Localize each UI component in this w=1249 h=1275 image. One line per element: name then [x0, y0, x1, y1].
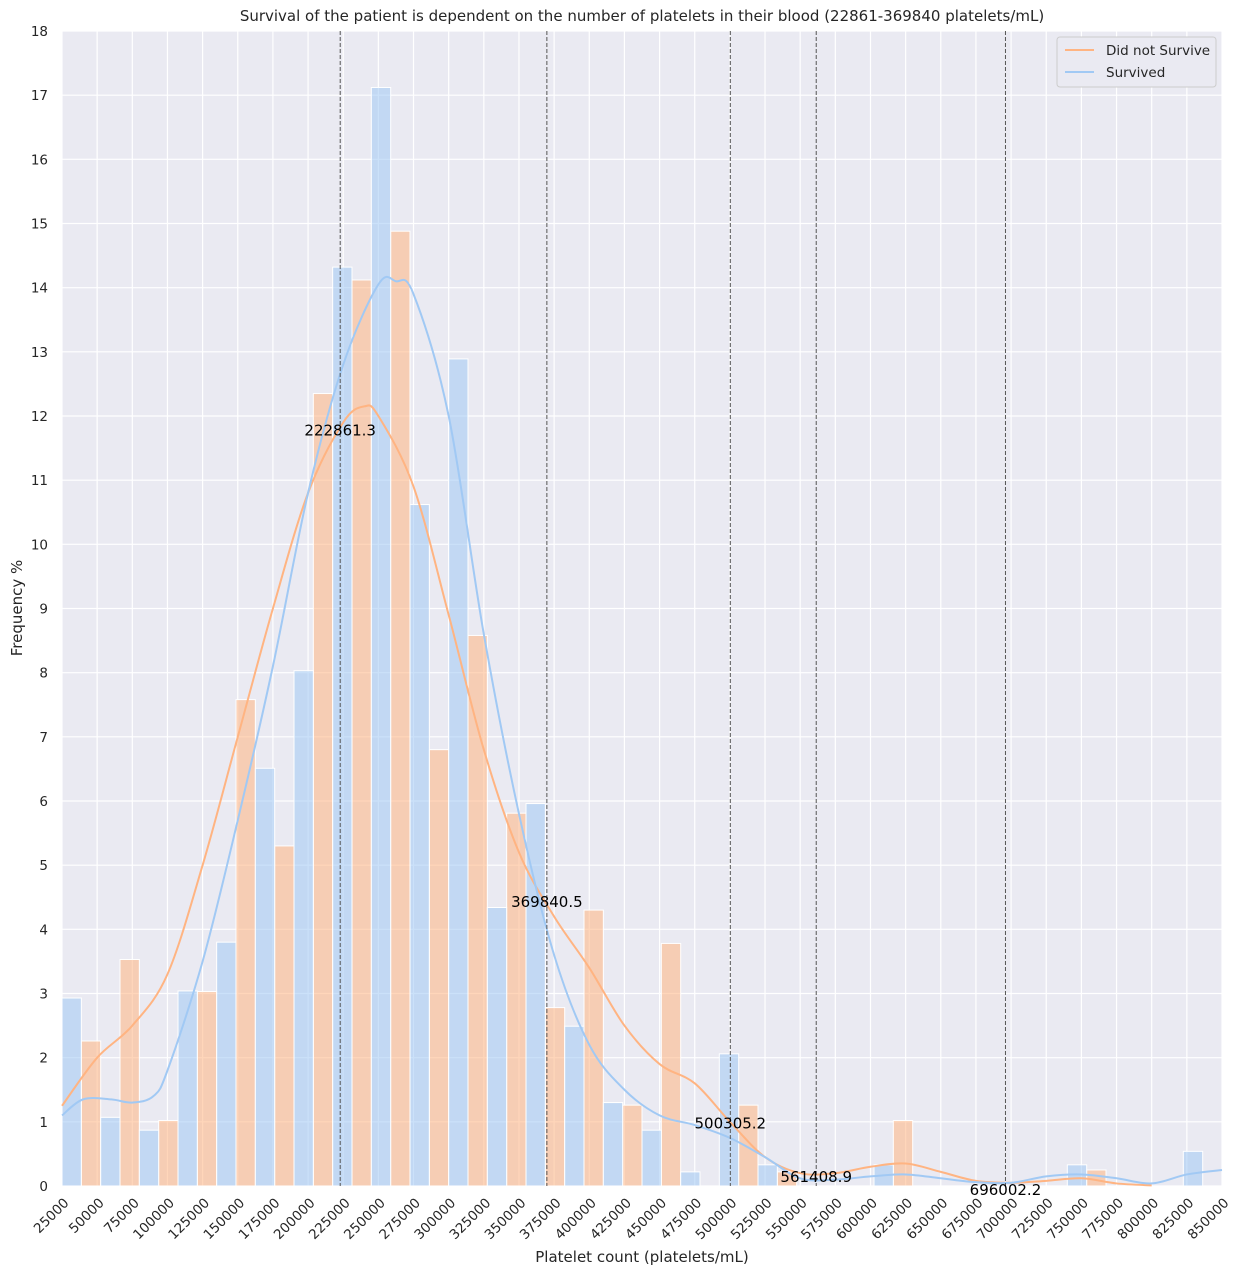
bar-did-not-survive [119, 958, 140, 1187]
bar-did-not-survive [390, 230, 411, 1187]
y-tick-label: 3 [39, 987, 48, 1003]
bar-survived [1182, 1150, 1204, 1187]
bar-did-not-survive [1086, 1169, 1107, 1187]
bar-survived [486, 907, 508, 1187]
bar-survived [409, 504, 430, 1187]
bar-did-not-survive [312, 393, 334, 1187]
bar-survived [448, 358, 469, 1187]
y-tick-label: 14 [31, 281, 48, 297]
y-tick-label: 6 [39, 794, 48, 810]
bar-did-not-survive [274, 845, 295, 1187]
chart-title: Survival of the patient is dependent on … [240, 7, 1044, 25]
y-tick-label: 11 [31, 473, 48, 489]
legend-box [1056, 36, 1217, 88]
y-tick-label: 1 [39, 1115, 48, 1131]
bar-survived [370, 86, 392, 1187]
y-tick-label: 15 [31, 217, 48, 233]
annotation-label: 222861.3 [304, 421, 376, 439]
bar-survived [100, 1116, 121, 1187]
bar-did-not-survive [158, 1120, 179, 1187]
y-tick-label: 2 [39, 1051, 48, 1067]
y-tick-label: 9 [39, 602, 48, 618]
reference-lines [339, 31, 1006, 1186]
y-tick-label: 13 [31, 345, 48, 361]
bar-survived [293, 670, 314, 1187]
bar-did-not-survive [428, 749, 450, 1187]
legend-label-did-not-survive: Did not Survive [1106, 43, 1210, 59]
y-tick-label: 7 [39, 730, 48, 746]
bar-did-not-survive [544, 1007, 566, 1187]
y-tick-label: 4 [39, 922, 48, 938]
annotation-label: 500305.2 [695, 1114, 767, 1132]
kde-line-did-not-survive [61, 404, 1152, 1187]
kde-line-survived [61, 275, 1223, 1185]
kde-curves [61, 275, 1223, 1187]
y-tick-label: 0 [39, 1179, 48, 1195]
y-tick-label: 5 [39, 858, 48, 874]
bar-survived [138, 1129, 160, 1187]
bar-survived [177, 990, 198, 1187]
bar-did-not-survive [622, 1104, 643, 1187]
y-tick-label: 12 [31, 409, 48, 425]
bar-survived [216, 941, 237, 1187]
annotation-label: 696002.2 [970, 1181, 1042, 1199]
y-tick-label: 8 [39, 666, 48, 682]
bar-survived [254, 767, 276, 1187]
bar-survived [680, 1171, 701, 1187]
legend: Did not Survive Survived [1056, 36, 1217, 88]
y-axis-label: Frequency % [8, 560, 26, 657]
y-tick-label: 10 [31, 537, 48, 553]
bar-survived [525, 803, 546, 1187]
bar-survived [332, 266, 353, 1187]
bar-did-not-survive [660, 942, 682, 1187]
bar-survived [641, 1129, 662, 1187]
bar-did-not-survive [506, 812, 527, 1187]
bar-survived [564, 1025, 585, 1187]
legend-label-survived: Survived [1106, 65, 1165, 81]
bar-did-not-survive [196, 991, 218, 1187]
bar-survived [602, 1102, 624, 1187]
y-tick-label: 17 [31, 88, 48, 104]
annotations: 222861.3 369840.5 500305.2 561408.9 696002.2 [304, 421, 1041, 1199]
bar-survived [757, 1164, 778, 1187]
x-axis-label: Platelet count (platelets/mL) [535, 1248, 748, 1266]
annotation-label: 561408.9 [780, 1168, 852, 1186]
bar-did-not-survive [467, 634, 488, 1187]
y-tick-label: 18 [31, 24, 48, 40]
bar-did-not-survive [80, 1040, 102, 1187]
bar-did-not-survive [892, 1120, 914, 1187]
bar-did-not-survive [351, 279, 372, 1187]
y-tick-label: 16 [31, 152, 48, 168]
bar-did-not-survive [583, 909, 604, 1187]
bar-did-not-survive [235, 699, 256, 1187]
annotation-label: 369840.5 [511, 893, 583, 911]
